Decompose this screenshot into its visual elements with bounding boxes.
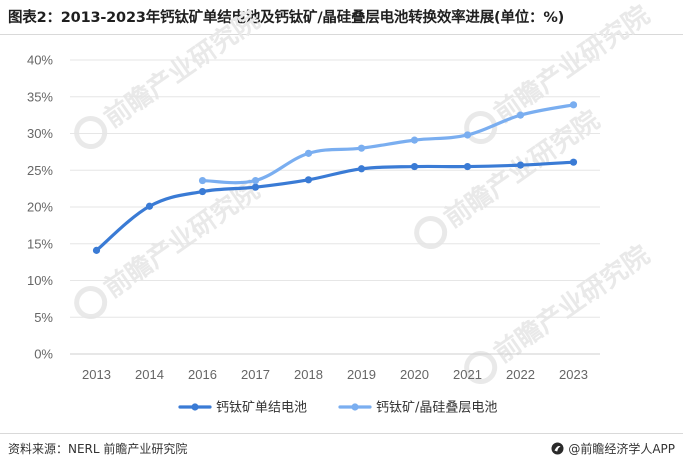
watermark-logo-icon — [464, 111, 498, 145]
watermark-text: 前瞻产业研究院 — [438, 104, 605, 234]
title-divider — [0, 34, 683, 35]
data-point — [569, 158, 578, 166]
data-point — [357, 165, 366, 173]
data-point — [516, 111, 525, 119]
legend: 钙钛矿单结电池 钙钛矿/晶硅叠层电池 — [178, 401, 497, 416]
x-axis-ticks: 2013 2014 2016 2017 2018 2019 2020 2021 2022 2023 — [82, 367, 588, 382]
x-tick-label: 2013 — [82, 367, 111, 382]
watermark-text: 前瞻产业研究院 — [98, 4, 265, 134]
legend-item-1: 钙钛矿/晶硅叠层电池 — [338, 401, 497, 416]
watermark-logo-icon — [414, 216, 448, 250]
data-point — [463, 162, 472, 171]
watermark-4: 前瞻产业研究院 — [464, 239, 655, 385]
data-point — [251, 183, 260, 191]
data-point — [198, 187, 207, 196]
y-tick-label: 25% — [27, 163, 53, 178]
legend-item-0: 钙钛矿单结电池 — [178, 401, 307, 416]
data-point — [145, 202, 154, 210]
y-tick-label: 0% — [34, 347, 53, 362]
footer-divider — [0, 433, 683, 434]
y-tick-label: 35% — [27, 89, 53, 104]
x-tick-label: 2019 — [347, 367, 376, 382]
watermark-0: 前瞻产业研究院 — [74, 4, 265, 150]
legend-label: 钙钛矿/晶硅叠层电池 — [376, 401, 497, 416]
source-note: 资料来源：NERL 前瞻产业研究院 — [8, 442, 188, 456]
y-tick-label: 15% — [27, 236, 53, 251]
y-axis-ticks: 0% 5% 10% 15% 20% 25% 30% 35% 40% — [27, 53, 53, 362]
series-line — [94, 160, 576, 252]
x-tick-label: 2018 — [294, 367, 323, 382]
qianzhan-logo-icon — [551, 442, 564, 455]
watermark-text: 前瞻产业研究院 — [488, 0, 655, 129]
watermark-logo-icon — [74, 286, 108, 320]
y-tick-label: 10% — [27, 273, 53, 288]
watermark-logo-icon — [464, 351, 498, 385]
data-point — [304, 149, 313, 157]
x-tick-label: 2014 — [135, 367, 164, 382]
x-tick-label: 2020 — [400, 367, 429, 382]
x-tick-label: 2022 — [506, 367, 535, 382]
gridlines — [70, 59, 600, 355]
data-point — [198, 176, 207, 185]
legend-swatch-marker — [351, 403, 359, 411]
watermark-text: 前瞻产业研究院 — [488, 239, 655, 369]
data-point — [251, 176, 260, 185]
data-point — [357, 144, 366, 152]
chart-title: 图表2：2013-2023年钙钛矿单结电池及钙钛矿/晶硅叠层电池转换效率进展(单… — [8, 10, 565, 26]
series-line — [200, 103, 576, 185]
y-tick-label: 5% — [34, 310, 53, 325]
series-0 — [92, 158, 578, 254]
x-tick-label: 2016 — [188, 367, 217, 382]
data-point — [304, 176, 313, 184]
data-point — [569, 101, 578, 109]
watermark-logo-icon — [74, 116, 108, 150]
y-tick-label: 30% — [27, 126, 53, 141]
legend-label: 钙钛矿单结电池 — [216, 401, 307, 416]
x-tick-label: 2017 — [241, 367, 270, 382]
x-tick-label: 2021 — [453, 367, 482, 382]
y-tick-label: 20% — [27, 200, 53, 215]
data-point — [410, 136, 419, 144]
y-tick-label: 40% — [27, 53, 53, 68]
data-point — [463, 131, 472, 139]
x-tick-label: 2023 — [559, 367, 588, 382]
series-layer — [92, 101, 578, 254]
brand-credit: @前瞻经济学人APP — [551, 440, 675, 457]
series-1 — [198, 101, 578, 185]
legend-swatch-marker — [191, 403, 199, 411]
data-point — [92, 246, 101, 254]
brand-label: @前瞻经济学人APP — [568, 442, 675, 456]
data-point — [516, 161, 525, 169]
data-point — [410, 162, 419, 171]
